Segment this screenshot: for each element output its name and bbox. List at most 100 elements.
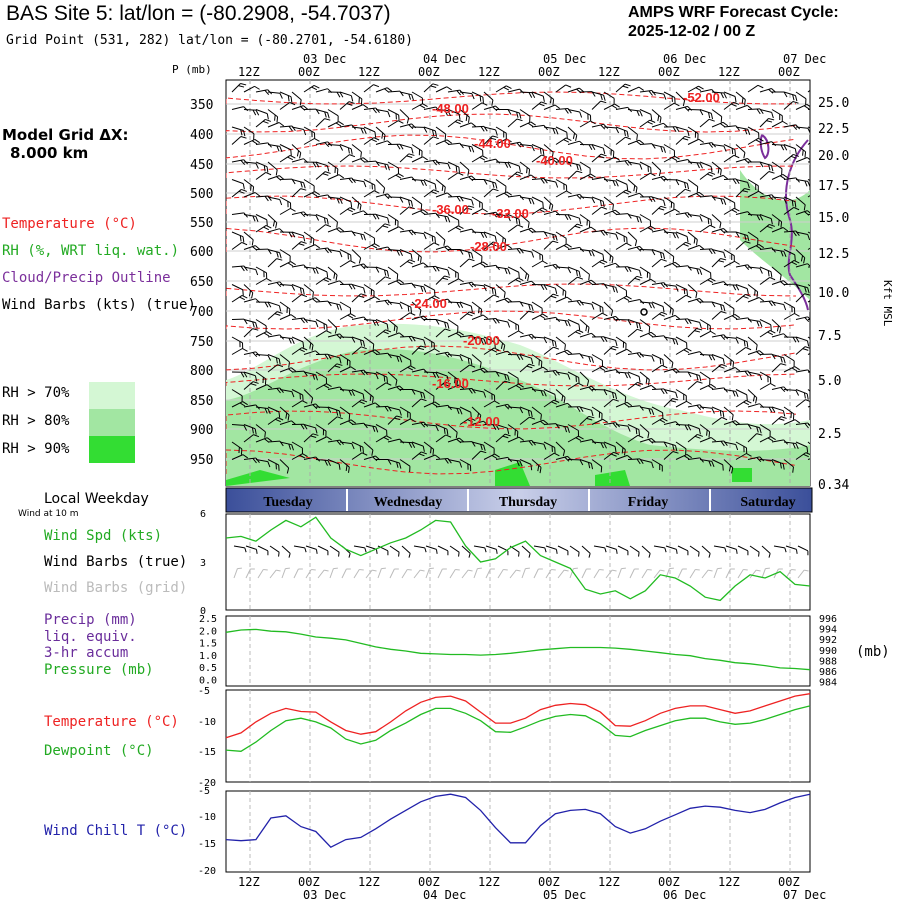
wind-barb bbox=[339, 91, 354, 102]
wind-barb-true bbox=[641, 545, 651, 558]
wind-barb bbox=[771, 363, 787, 373]
wind-barb bbox=[399, 206, 415, 215]
wind-barb bbox=[567, 109, 583, 118]
wind-barb bbox=[471, 441, 486, 451]
wind-barb bbox=[723, 196, 736, 209]
wind-barb bbox=[231, 295, 248, 303]
wind-barb bbox=[495, 371, 510, 381]
wind-barb bbox=[543, 399, 560, 408]
wind-barb bbox=[783, 419, 801, 425]
wind-barb-true bbox=[365, 545, 378, 554]
wind-barb bbox=[543, 91, 555, 106]
wind-barb bbox=[615, 189, 632, 198]
wind-barb-grid bbox=[653, 569, 665, 579]
wind-barb bbox=[243, 109, 260, 116]
wind-barb bbox=[747, 336, 758, 351]
wind-barb bbox=[639, 172, 656, 180]
weekday-saturday: Saturday bbox=[740, 495, 795, 510]
wind-barb bbox=[795, 263, 810, 269]
wind-barb bbox=[759, 109, 774, 119]
wind-barb bbox=[807, 107, 810, 110]
wind-barb bbox=[555, 84, 572, 93]
wind-barb bbox=[375, 266, 390, 277]
wind-barb bbox=[327, 91, 344, 98]
wind-barb bbox=[555, 126, 568, 139]
wind-barb bbox=[687, 231, 698, 246]
wind-barb bbox=[507, 371, 519, 385]
wind-barb bbox=[303, 161, 320, 168]
wind-chill-line bbox=[225, 793, 811, 848]
wind-barb bbox=[795, 231, 810, 241]
wind-barb bbox=[675, 135, 691, 145]
wind-barb bbox=[255, 266, 268, 279]
wind-barb bbox=[639, 319, 651, 333]
wind-barb bbox=[255, 459, 271, 468]
wind-barb bbox=[291, 188, 307, 198]
wind-barb bbox=[651, 335, 668, 341]
wind-barb bbox=[639, 354, 655, 362]
wind-barb bbox=[315, 436, 332, 443]
wind-barb bbox=[651, 301, 665, 313]
wind-barb bbox=[459, 459, 472, 472]
wind-barb bbox=[639, 109, 653, 121]
wind-barb bbox=[267, 281, 285, 288]
local-weekday-label: Local Weekday bbox=[44, 491, 149, 507]
wind-barb bbox=[327, 121, 344, 128]
wind-barb bbox=[303, 389, 314, 404]
wind-chill-tick-label: -20 bbox=[198, 866, 216, 877]
wind-barb bbox=[363, 424, 379, 433]
wind-barb bbox=[411, 196, 423, 210]
wind-barb bbox=[387, 266, 399, 280]
wind-barb bbox=[795, 249, 806, 264]
wind-barb bbox=[747, 179, 759, 192]
wind-barb bbox=[243, 179, 255, 193]
wind-barb bbox=[471, 249, 483, 263]
wind-barb bbox=[579, 406, 594, 417]
wind-barb bbox=[747, 297, 765, 303]
wind-barb bbox=[699, 161, 713, 173]
wind-barb-grid bbox=[449, 569, 460, 579]
isotherm bbox=[226, 134, 797, 160]
wind-barb bbox=[459, 417, 476, 425]
bottom-date-label: 03 Dec bbox=[303, 888, 346, 900]
wind-barb bbox=[471, 336, 487, 345]
wind-barb bbox=[483, 284, 497, 296]
wind-barb bbox=[435, 319, 450, 329]
wind-barb bbox=[783, 354, 795, 367]
wind-barb bbox=[807, 179, 810, 186]
wind-barb bbox=[423, 454, 441, 460]
wind-barb bbox=[627, 371, 641, 383]
wind-barb bbox=[411, 209, 429, 215]
wind-barb bbox=[423, 242, 440, 250]
wind-barb bbox=[267, 258, 283, 268]
wind-barb bbox=[363, 296, 380, 303]
wind-barb bbox=[531, 366, 549, 373]
wind-barb bbox=[783, 91, 798, 102]
wind-barb bbox=[447, 225, 464, 233]
wind-barb bbox=[747, 433, 763, 443]
isotherm bbox=[226, 373, 797, 387]
pressure-tick-right: 990 bbox=[819, 646, 837, 657]
wind-barb bbox=[472, 179, 488, 185]
wind-barb bbox=[711, 459, 724, 471]
wind-barb bbox=[555, 137, 572, 145]
wind-barb bbox=[795, 441, 809, 453]
height-tick-label: 22.5 bbox=[818, 122, 849, 137]
grid-point-subtitle: Grid Point (531, 282) lat/lon = (-80.270… bbox=[6, 33, 413, 48]
calm-marker bbox=[640, 308, 648, 316]
wind-barb bbox=[363, 84, 380, 93]
wind-barb bbox=[375, 223, 391, 233]
temperature-tick-label: -5 bbox=[198, 686, 210, 697]
wind-barb bbox=[711, 214, 722, 229]
temperature-tick-label: -20 bbox=[198, 778, 216, 789]
wind-barb-grid bbox=[353, 569, 364, 579]
wind-barb bbox=[387, 406, 402, 416]
pressure-tick-label: 550 bbox=[190, 216, 213, 231]
wind-barb bbox=[447, 172, 464, 180]
wind-barb bbox=[723, 367, 741, 373]
wind-barb-true bbox=[749, 545, 760, 557]
wind-barb bbox=[435, 371, 449, 382]
top-hour-label: 00Z bbox=[298, 65, 320, 79]
bottom-date-label: 04 Dec bbox=[423, 888, 466, 900]
wind-chill-panel-frame bbox=[225, 790, 811, 873]
